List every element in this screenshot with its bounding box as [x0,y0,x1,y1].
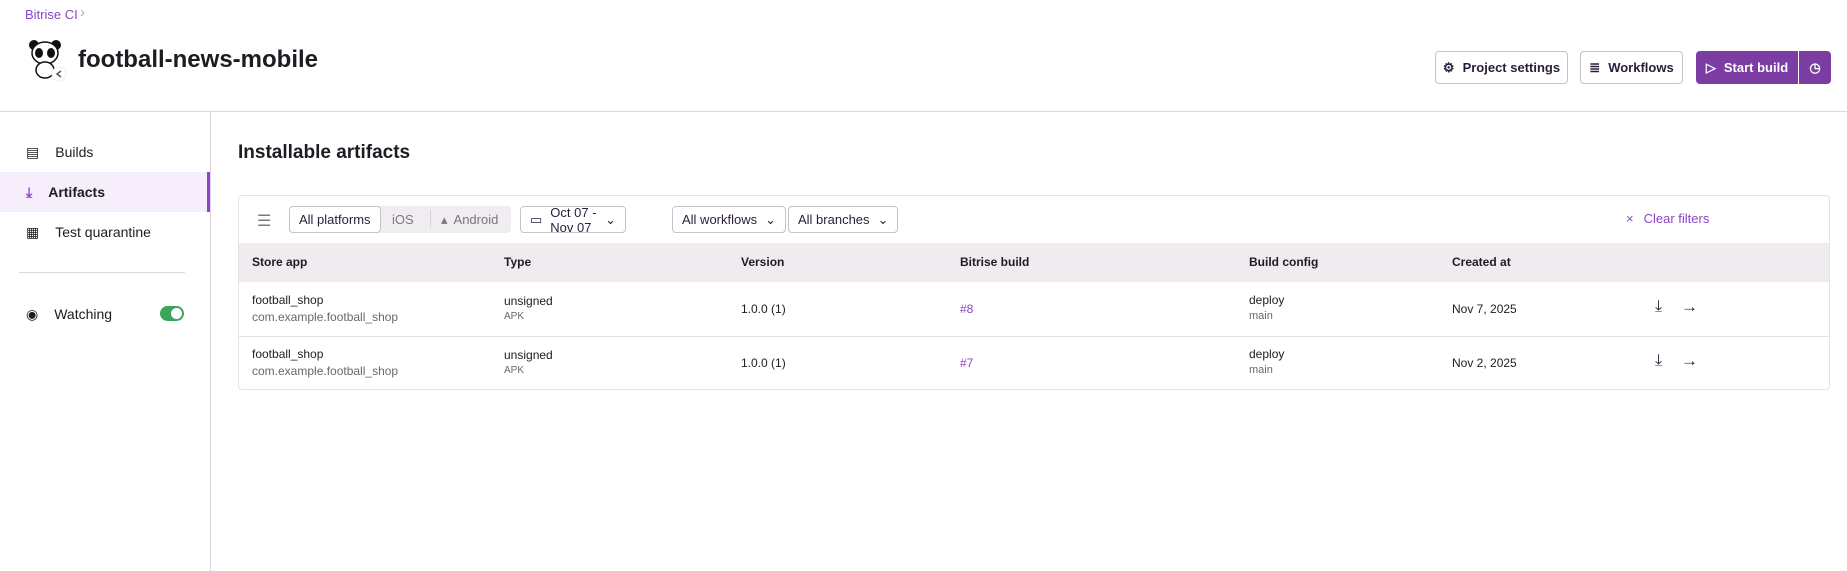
watching-row: ◉ Watching [0,294,210,334]
platform-android-label: Android [453,212,499,227]
date-range-label: Oct 07 - Nov 07 [550,204,597,235]
chevron-down-icon: ⌄ [605,211,616,227]
chevron-right-icon: › [80,4,85,21]
branch: main [1249,364,1273,376]
sidebar-item-label: Builds [55,144,94,160]
artifacts-table [238,195,1830,390]
gear-icon: ⚙ [1442,59,1455,75]
store-app-name: football_shop [252,347,324,361]
project-settings-button[interactable]: ⚙ Project settings [1435,51,1568,84]
sidebar-separator [19,272,185,273]
date-range-select[interactable]: ▭ Oct 07 - Nov 07 ⌄ [520,204,626,235]
bundle-id: com.example.football_shop [252,364,399,378]
created-at: Nov 7, 2025 [1452,302,1517,316]
artifact-subtype: APK [504,311,525,322]
breadcrumb-bitrise-ci[interactable]: Bitrise CI [25,7,78,22]
branches-filter-label: All branches [798,212,870,227]
version: 1.0.0 (1) [741,302,786,316]
workflows-select[interactable]: All workflows ⌄ [672,206,787,233]
calendar-icon: ▭ [530,211,543,227]
watching-toggle[interactable] [160,306,184,321]
clear-filters-button[interactable]: × Clear filters [1626,211,1709,226]
android-icon: ▴ [441,212,448,227]
chevron-down-icon: ⌄ [877,211,889,227]
table-header [239,243,1829,282]
branches-select[interactable]: All branches ⌄ [788,206,899,233]
sidebar-item-label: Test quarantine [55,224,151,240]
clear-filters-label: Clear filters [1643,211,1710,226]
workflows-label: Workflows [1608,60,1674,75]
segment-divider [430,210,431,228]
watching-label: Watching [54,306,113,322]
eye-icon: ◉ [26,305,39,322]
col-created-at: Created at [1452,255,1511,269]
download-icon[interactable]: ⤓ [1655,298,1663,315]
version: 1.0.0 (1) [741,356,786,370]
sidebar-item-label: Artifacts [48,184,105,200]
sidebar-divider [210,112,211,571]
download-icon: ⤓ [26,183,33,200]
schedule-build-button[interactable]: ◷ [1799,51,1831,84]
clipboard-icon: ▦ [26,223,40,240]
sidebar-item-artifacts[interactable]: ⤓ Artifacts [0,172,210,212]
workflows-button[interactable]: ≣ Workflows [1580,51,1683,84]
bundle-id: com.example.football_shop [252,310,399,324]
artifact-subtype: APK [504,365,525,376]
platform-all[interactable]: All platforms [289,206,381,233]
sidebar-item-test-quarantine[interactable]: ▦ Test quarantine [0,212,210,252]
col-build-config: Build config [1249,255,1319,269]
platform-all-label: All platforms [299,212,371,227]
play-icon: ▷ [1705,59,1716,75]
col-bitrise-build: Bitrise build [960,255,1030,269]
build-link[interactable]: #7 [960,356,974,370]
platform-ios[interactable]: iOS [386,212,414,227]
clock-icon: ◷ [1809,59,1821,75]
start-build-button[interactable]: ▷ Start build [1696,51,1798,84]
platform-ios-label: iOS [392,212,414,227]
arrow-right-icon[interactable]: → [1681,351,1698,370]
section-title: Installable artifacts [238,142,411,163]
col-version: Version [741,255,785,269]
sidebar-item-builds[interactable]: ▤ Builds [0,132,210,172]
project-settings-label: Project settings [1462,60,1561,75]
platform-android[interactable]: ▴ Android [441,212,498,228]
workflow: deploy [1249,347,1285,361]
artifact-type: unsigned [504,348,553,362]
page-title: football-news-mobile [78,46,318,73]
build-link[interactable]: #8 [960,302,974,316]
project-avatar [29,40,67,82]
store-app-name: football_shop [252,293,324,307]
chevron-down-icon: ⌄ [765,211,777,227]
arrow-right-icon[interactable]: → [1681,297,1698,316]
workflow: deploy [1249,293,1285,307]
filter-icon[interactable]: ☰ [257,213,272,230]
col-store-app: Store app [252,255,308,269]
header-divider [0,111,1847,112]
workflows-filter-label: All workflows [682,212,758,227]
start-build-label: Start build [1723,60,1789,75]
close-icon: × [1626,211,1634,226]
col-type: Type [504,255,532,269]
branch: main [1249,310,1273,322]
download-icon[interactable]: ⤓ [1655,352,1663,369]
artifact-type: unsigned [504,294,553,308]
platform-segment [377,206,511,233]
builds-icon: ▤ [26,143,40,160]
created-at: Nov 2, 2025 [1452,356,1517,370]
row-divider [239,336,1829,337]
workflow-icon: ≣ [1589,59,1601,75]
